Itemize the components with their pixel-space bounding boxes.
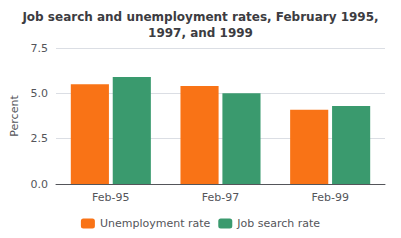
svg-text:Feb-95: Feb-95 (92, 191, 129, 204)
svg-text:Feb-97: Feb-97 (202, 191, 239, 204)
svg-text:1997, and 1999: 1997, and 1999 (148, 26, 253, 40)
svg-text:Job search and unemployment ra: Job search and unemployment rates, Febru… (21, 10, 378, 24)
svg-text:Feb-99: Feb-99 (311, 191, 348, 204)
svg-text:2.5: 2.5 (31, 132, 49, 145)
svg-text:Unemployment rate: Unemployment rate (100, 217, 211, 230)
svg-text:5.0: 5.0 (31, 87, 49, 100)
svg-text:Job search rate: Job search rate (236, 217, 320, 230)
svg-text:Percent: Percent (8, 95, 21, 137)
svg-text:7.5: 7.5 (31, 42, 49, 55)
svg-text:0.0: 0.0 (31, 178, 49, 191)
